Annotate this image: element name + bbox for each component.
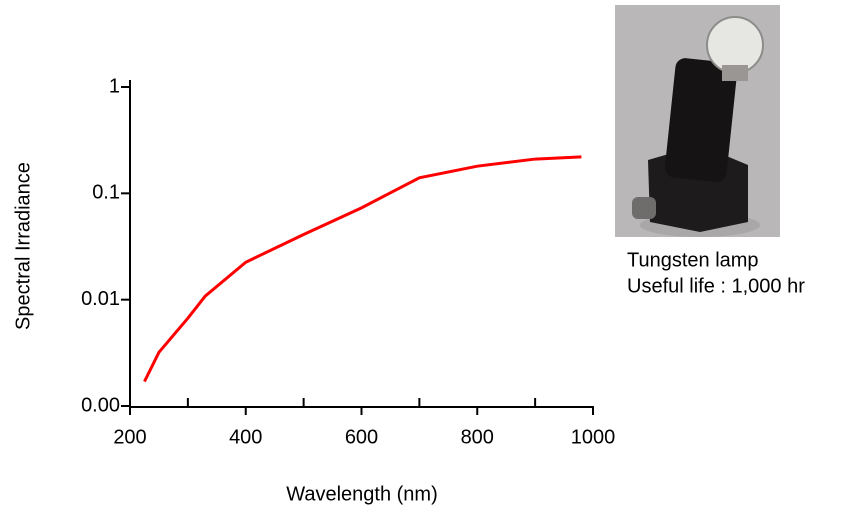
y-tick-label: 0.01 [81, 288, 120, 310]
y-tick-label: 0.00 [81, 394, 120, 416]
x-tick-label: 600 [345, 426, 378, 448]
lamp-photo [615, 5, 780, 237]
annotation: Useful life : 1,000 hr [627, 275, 805, 297]
x-tick-label: 200 [113, 426, 146, 448]
x-tick-label: 400 [229, 426, 262, 448]
x-tick-label: 1000 [571, 426, 616, 448]
x-axis-label: Wavelength (nm) [286, 483, 438, 505]
data-line [143, 155, 582, 383]
annotation: Tungsten lamp [627, 249, 759, 271]
y-axis-label: Spectral Irradiance [12, 162, 34, 330]
y-tick-label: 1 [109, 75, 120, 97]
x-tick-label: 800 [461, 426, 494, 448]
y-tick-label: 0.1 [92, 182, 120, 204]
